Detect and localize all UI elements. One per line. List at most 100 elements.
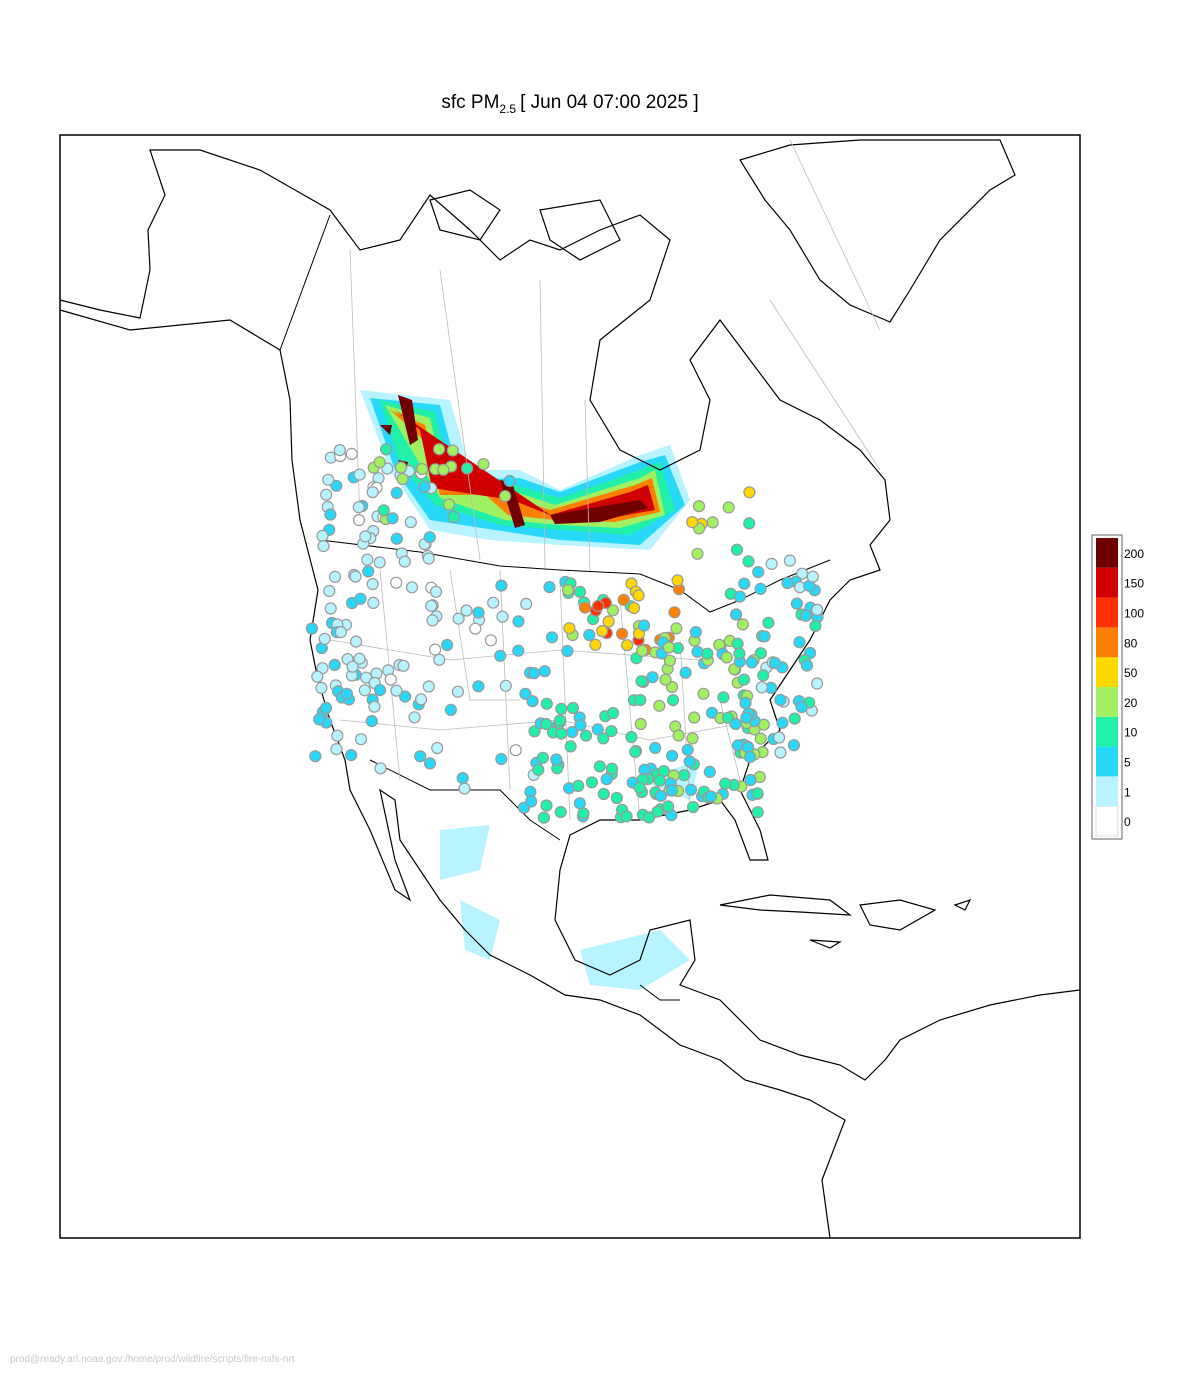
monitor-site xyxy=(737,673,751,686)
monitor-site xyxy=(596,624,609,638)
monitor-site xyxy=(751,787,764,800)
monitor-site xyxy=(536,751,550,764)
monitor-site xyxy=(390,486,403,499)
monitor-site xyxy=(526,695,539,708)
monitor-site xyxy=(317,539,330,553)
title-subscript: 2.5 xyxy=(499,102,516,116)
color-bar-label: 100 xyxy=(1124,607,1144,621)
map-frame xyxy=(59,134,1081,1239)
monitor-site xyxy=(605,724,618,738)
monitor-site xyxy=(572,779,585,793)
monitor-site xyxy=(729,717,742,731)
monitor-site xyxy=(545,631,559,644)
monitor-site xyxy=(408,711,421,724)
color-bar-label: 20 xyxy=(1124,696,1138,710)
monitor-site xyxy=(386,512,399,525)
monitor-site xyxy=(509,744,522,757)
monitor-site xyxy=(720,651,733,664)
monitor-site xyxy=(600,773,613,786)
monitor-site xyxy=(384,673,397,686)
monitor-site xyxy=(322,473,335,486)
monitor-site xyxy=(706,516,719,529)
monitor-site xyxy=(423,757,437,770)
monitor-sites xyxy=(305,443,824,824)
monitor-site xyxy=(697,687,710,700)
monitor-site xyxy=(334,625,347,639)
color-bar-label: 0 xyxy=(1124,815,1131,829)
monitor-site xyxy=(579,729,593,742)
monitor-site xyxy=(686,800,700,814)
monitor-site xyxy=(754,732,767,745)
monitor-site xyxy=(345,447,358,460)
monitor-site xyxy=(394,461,408,474)
monitor-site xyxy=(442,498,456,511)
monitor-site xyxy=(340,687,353,700)
monitor-site xyxy=(422,680,435,693)
monitor-site xyxy=(788,712,801,725)
monitor-site xyxy=(757,669,770,682)
coastline xyxy=(59,149,1081,1081)
monitor-site xyxy=(532,763,545,776)
color-bar-label: 5 xyxy=(1124,756,1131,770)
monitor-site xyxy=(633,781,646,794)
monitor-site xyxy=(686,732,699,745)
monitor-site xyxy=(499,490,512,503)
monitor-site xyxy=(398,555,411,568)
monitor-site xyxy=(315,681,328,695)
monitor-site xyxy=(380,443,393,456)
color-bar-label: 1 xyxy=(1124,785,1131,799)
monitor-site xyxy=(477,458,490,471)
monitor-site xyxy=(405,581,419,594)
monitor-site xyxy=(744,773,757,787)
monitor-site xyxy=(591,599,605,613)
monitor-site xyxy=(561,644,574,658)
monitor-site xyxy=(353,468,366,481)
monitor-site xyxy=(642,811,656,824)
monitor-site xyxy=(745,656,759,669)
monitor-site xyxy=(324,508,337,521)
monitor-site xyxy=(309,750,322,763)
monitor-site xyxy=(354,592,367,605)
smoke-plume xyxy=(395,410,655,518)
monitor-site xyxy=(666,693,680,707)
monitor-site xyxy=(527,667,541,680)
color-bar-label: 50 xyxy=(1124,666,1138,680)
monitor-site xyxy=(795,700,808,714)
color-bar-label: 150 xyxy=(1124,577,1144,591)
monitor-site xyxy=(634,693,647,707)
monitor-site xyxy=(787,739,801,752)
monitor-site xyxy=(520,597,533,611)
monitor-site xyxy=(790,597,804,610)
color-bar-box xyxy=(1096,716,1118,747)
monitor-site xyxy=(469,622,482,635)
title-text: sfc PM xyxy=(441,92,499,113)
monitor-site xyxy=(740,711,753,724)
monitor-site xyxy=(751,806,764,819)
monitor-site xyxy=(733,647,746,660)
monitor-site xyxy=(397,659,410,672)
smoke-plume xyxy=(380,395,648,528)
monitor-site xyxy=(663,654,677,667)
monitor-site xyxy=(730,543,744,556)
monitor-site xyxy=(494,649,507,662)
monitor-site xyxy=(605,762,619,775)
monitor-site xyxy=(367,596,380,610)
monitor-site xyxy=(433,653,446,666)
monitor-site xyxy=(512,615,525,628)
monitor-site xyxy=(328,570,342,584)
monitor-site xyxy=(456,771,469,785)
monitor-site xyxy=(311,670,324,683)
monitor-site xyxy=(665,749,679,762)
monitor-site xyxy=(451,685,464,698)
monitor-site xyxy=(461,462,474,475)
footer-path: prod@ready.arl.noaa.gov:/home/prod/wildf… xyxy=(10,1354,295,1365)
title-text: [ Jun 04 07:00 2025 ] xyxy=(520,92,699,113)
monitor-site xyxy=(330,742,343,756)
monitor-site xyxy=(496,610,509,623)
monitor-site xyxy=(429,585,443,598)
monitor-site xyxy=(743,517,756,530)
monitor-site xyxy=(781,576,794,590)
monitor-site xyxy=(704,790,718,803)
monitor-site xyxy=(634,717,647,731)
monitor-site xyxy=(484,634,497,647)
